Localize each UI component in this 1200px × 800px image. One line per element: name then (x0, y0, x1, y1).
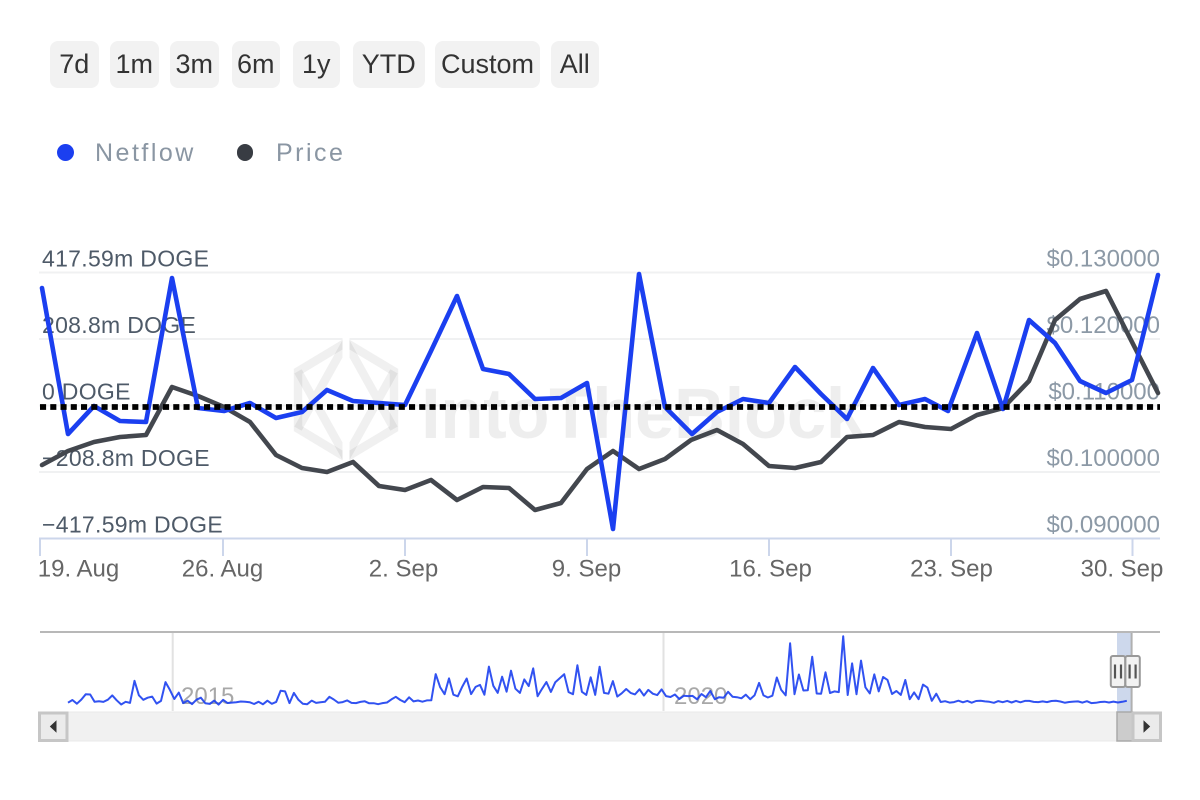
svg-text:417.59m DOGE: 417.59m DOGE (42, 246, 209, 272)
svg-text:26. Aug: 26. Aug (182, 556, 263, 583)
svg-text:$0.090000: $0.090000 (1047, 512, 1160, 539)
svg-text:23. Sep: 23. Sep (910, 556, 993, 583)
svg-text:9. Sep: 9. Sep (552, 556, 621, 583)
svg-text:16. Sep: 16. Sep (729, 556, 812, 583)
svg-text:$0.130000: $0.130000 (1047, 246, 1160, 273)
svg-text:2015: 2015 (181, 683, 234, 710)
svg-text:30. Sep: 30. Sep (1081, 556, 1164, 583)
svg-text:0 DOGE: 0 DOGE (42, 379, 131, 405)
svg-text:208.8m DOGE: 208.8m DOGE (42, 312, 196, 338)
svg-text:19. Aug: 19. Aug (38, 556, 119, 583)
svg-text:2. Sep: 2. Sep (369, 556, 438, 583)
svg-text:−417.59m DOGE: −417.59m DOGE (42, 512, 223, 538)
svg-text:$0.100000: $0.100000 (1047, 445, 1160, 472)
svg-text:IntoTheBlock: IntoTheBlock (421, 375, 866, 454)
